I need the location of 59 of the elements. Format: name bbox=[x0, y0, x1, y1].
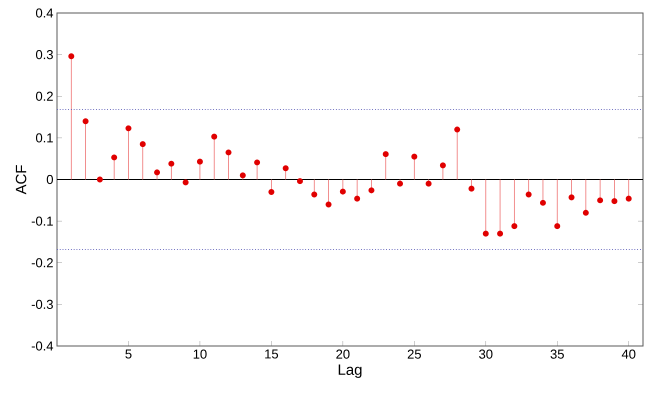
y-tick-label: 0.2 bbox=[36, 92, 53, 101]
point bbox=[196, 158, 203, 165]
point bbox=[240, 172, 246, 178]
x-tick-label: 30 bbox=[479, 350, 492, 359]
y-tick-label: 0.4 bbox=[36, 8, 54, 18]
point bbox=[282, 165, 289, 172]
point bbox=[568, 194, 575, 200]
point bbox=[296, 178, 303, 184]
x-tick-label: 35 bbox=[550, 350, 564, 359]
y-tick-label: 0 bbox=[46, 174, 53, 184]
point bbox=[254, 159, 260, 166]
y-tick-label: -0.4 bbox=[32, 341, 54, 351]
x-axis-title: Lag bbox=[338, 364, 362, 378]
x-tick-label: 10 bbox=[194, 350, 207, 359]
point bbox=[111, 154, 118, 160]
point bbox=[626, 196, 632, 202]
point bbox=[68, 53, 74, 60]
point bbox=[268, 189, 274, 195]
point bbox=[411, 154, 418, 160]
point bbox=[454, 126, 460, 133]
point bbox=[326, 201, 332, 208]
point bbox=[82, 118, 89, 124]
point bbox=[511, 223, 518, 230]
point bbox=[426, 180, 432, 187]
point bbox=[140, 141, 146, 148]
y-tick-label: 0.1 bbox=[36, 133, 53, 142]
point bbox=[497, 230, 504, 237]
point bbox=[368, 187, 374, 194]
y-tick-label: -0.1 bbox=[32, 216, 53, 226]
x-tick-label: 40 bbox=[622, 350, 636, 359]
point bbox=[582, 210, 589, 216]
point bbox=[382, 151, 389, 158]
y-tick-label: -0.2 bbox=[32, 258, 53, 268]
point bbox=[226, 149, 232, 156]
point bbox=[482, 230, 489, 237]
point bbox=[526, 191, 532, 198]
x-tick-label: 20 bbox=[336, 350, 350, 359]
point bbox=[540, 200, 546, 206]
y-axis-title: ACF bbox=[16, 165, 26, 194]
x-tick-label: 25 bbox=[408, 350, 421, 359]
point bbox=[154, 169, 160, 176]
point bbox=[354, 196, 360, 202]
x-tick-label: 5 bbox=[125, 350, 132, 359]
point bbox=[468, 186, 474, 192]
point bbox=[125, 125, 132, 132]
point bbox=[340, 188, 346, 195]
y-tick-label: -0.3 bbox=[32, 300, 53, 309]
point bbox=[597, 197, 604, 204]
point bbox=[397, 180, 404, 187]
point bbox=[440, 162, 446, 168]
point bbox=[311, 191, 318, 198]
point bbox=[211, 134, 218, 140]
y-tick-label: 0.3 bbox=[36, 50, 53, 60]
point bbox=[182, 179, 189, 186]
x-tick-label: 15 bbox=[265, 350, 278, 359]
point bbox=[168, 160, 174, 167]
point bbox=[554, 223, 560, 230]
point bbox=[96, 176, 103, 182]
point bbox=[611, 198, 618, 204]
